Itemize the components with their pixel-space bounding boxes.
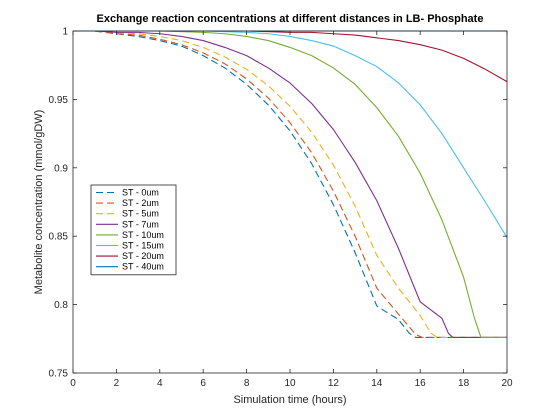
legend-label-0: ST - 0um [122,188,159,198]
x-tick-label-7: 14 [371,378,383,389]
x-tick-label-9: 18 [458,378,470,389]
x-tick-label-6: 12 [328,378,340,389]
x-tick-label-10: 20 [501,378,513,389]
series-line-0 [73,30,507,338]
x-tick-label-1: 2 [114,378,120,389]
x-tick-label-8: 16 [415,378,427,389]
legend-box [90,184,177,276]
series-line-2 [73,30,507,338]
y-tick-label-2: 0.85 [49,232,69,243]
x-tick-label-3: 6 [200,378,206,389]
x-tick-label-5: 10 [284,378,296,389]
legend-label-3: ST - 7um [122,219,159,229]
tick-layer: 0 2 4 6 8 10 12 14 16 18 20 0.75 0.8 0.85 0.9 0.95 1 [49,27,513,390]
legend-label-6: ST - 20um [122,251,164,261]
legend-label-1: ST - 2um [122,198,159,208]
y-axis-label: Metabolite concentration (mmol/gDW) [33,110,45,295]
legend-label-5: ST - 15um [122,241,164,251]
y-tick-label-3: 0.9 [54,163,68,174]
x-axis-label: Simulation time (hours) [233,394,346,406]
y-tick-label-4: 0.95 [49,95,69,106]
legend-label-7: ST - 40um [122,262,164,272]
legend-label-2: ST - 5um [122,209,159,219]
y-tick-label-5: 1 [62,27,68,38]
series-line-5 [73,30,508,238]
x-tick-label-4: 8 [244,378,250,389]
legend-label-4: ST - 10um [122,230,164,240]
y-tick-label-0: 0.75 [49,369,69,380]
x-tick-label-0: 0 [70,378,76,389]
series-line-1 [73,30,507,338]
x-tick-label-2: 4 [157,378,163,389]
y-tick-label-1: 0.8 [54,300,68,311]
chart-title: Exchange reaction concentrations at diff… [97,13,484,25]
series-line-3 [73,30,507,338]
